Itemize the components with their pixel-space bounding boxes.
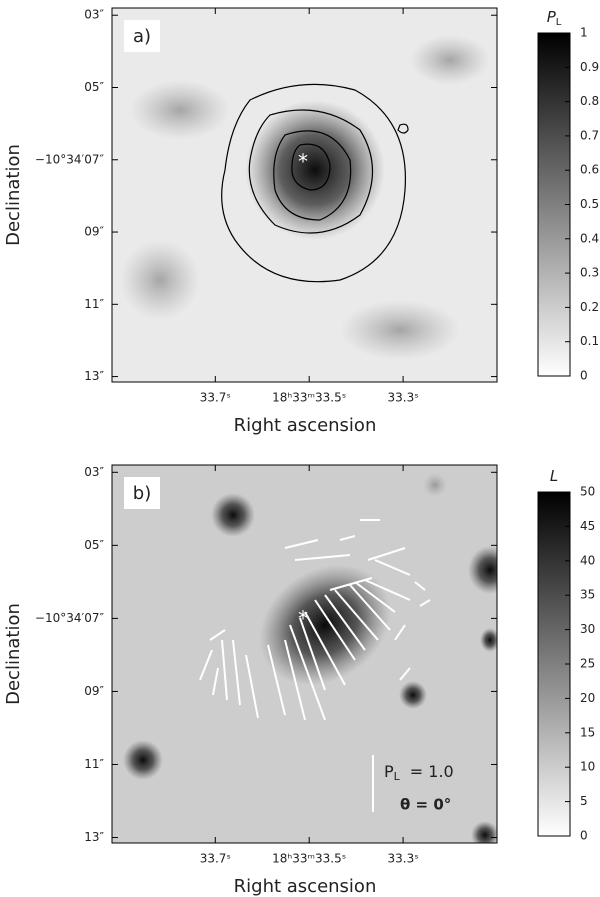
y-tick-label: 09″ [84, 225, 104, 239]
y-tick-label: 03″ [84, 465, 104, 479]
legend-angle: θ = 0° [400, 796, 451, 814]
colorbar-tick-label: 1 [580, 26, 588, 40]
legend-label-main: P [384, 762, 394, 781]
x-tick-label: 33.7ˢ [200, 852, 231, 866]
x-tick-label: 18ʰ33ᵐ33.5ˢ [272, 852, 346, 866]
y-tick-label: 11″ [84, 757, 104, 771]
colorbar-tick-label: 0 [580, 829, 588, 843]
x-tick-label: 33.3ˢ [387, 391, 418, 405]
colorbar-tick-label: 5 [580, 794, 588, 808]
colorbar-label-main: L [550, 467, 558, 485]
colorbar-tick-label: 0.9 [580, 60, 599, 74]
colorbar-b [537, 491, 571, 837]
y-tick-label: −10°34′07″ [35, 152, 105, 166]
x-tick-label: 33.7ˢ [200, 391, 231, 405]
plot-frame [111, 464, 498, 844]
x-axis-label: Right ascension [234, 415, 377, 436]
colorbar-tick-label: 35 [580, 588, 595, 602]
y-tick-label: 05″ [84, 80, 104, 94]
x-axis-label: Right ascension [234, 876, 377, 897]
y-tick-label: 05″ [84, 538, 104, 552]
y-tick-label: 13″ [84, 830, 104, 844]
y-tick-label: 11″ [84, 297, 104, 311]
colorbar-a [537, 32, 571, 377]
plot-frame [111, 7, 498, 383]
legend-label: PL = 1.0 [384, 762, 454, 784]
y-tick-label: 13″ [84, 369, 104, 383]
colorbar-tick-label: 0.7 [580, 128, 599, 142]
colorbar-tick-label: 0.6 [580, 163, 599, 177]
colorbar-tick-label: 0.4 [580, 231, 599, 245]
image-b: * [112, 465, 497, 843]
colorbar-tick-label: 0 [580, 369, 588, 383]
colorbar-label-sub: L [556, 17, 562, 28]
colorbar-tick-label: 0.1 [580, 334, 599, 348]
panel-label-box [124, 20, 160, 52]
x-tick-label: 33.3ˢ [387, 852, 418, 866]
colorbar-tick-label: 25 [580, 657, 595, 671]
colorbar-tick-label: 15 [580, 725, 595, 739]
colorbar-tick-label: 0.2 [580, 300, 599, 314]
colorbar-tick-label: 45 [580, 519, 595, 533]
y-axis-label: Declination [3, 144, 24, 246]
x-tick-label: 18ʰ33ᵐ33.5ˢ [272, 391, 346, 405]
y-tick-label: −10°34′07″ [35, 611, 105, 625]
legend-label-sub: L [394, 770, 401, 783]
colorbar-tick-label: 40 [580, 553, 595, 567]
panel-label: a) [133, 26, 151, 47]
colorbar-label: L [550, 467, 558, 485]
colorbar-tick-label: 30 [580, 622, 595, 636]
y-tick-label: 09″ [84, 684, 104, 698]
svg-text:*: * [298, 607, 308, 631]
colorbar-tick-label: 0.3 [580, 266, 599, 280]
y-tick-label: 03″ [84, 8, 104, 22]
colorbar-tick-label: 50 [580, 485, 595, 499]
colorbar-tick-label: 0.8 [580, 94, 599, 108]
legend-value: = 1.0 [410, 762, 454, 781]
image-a: * [112, 8, 497, 382]
panel-label-box [124, 477, 160, 509]
colorbar-tick-label: 20 [580, 691, 595, 705]
colorbar-tick-label: 10 [580, 760, 595, 774]
svg-text:*: * [298, 150, 308, 174]
colorbar-label-main: P [547, 8, 557, 26]
panel-label: b) [133, 483, 151, 504]
y-axis-label: Declination [3, 603, 24, 705]
colorbar-tick-label: 0.5 [580, 197, 599, 211]
colorbar-label: PL [547, 8, 562, 29]
